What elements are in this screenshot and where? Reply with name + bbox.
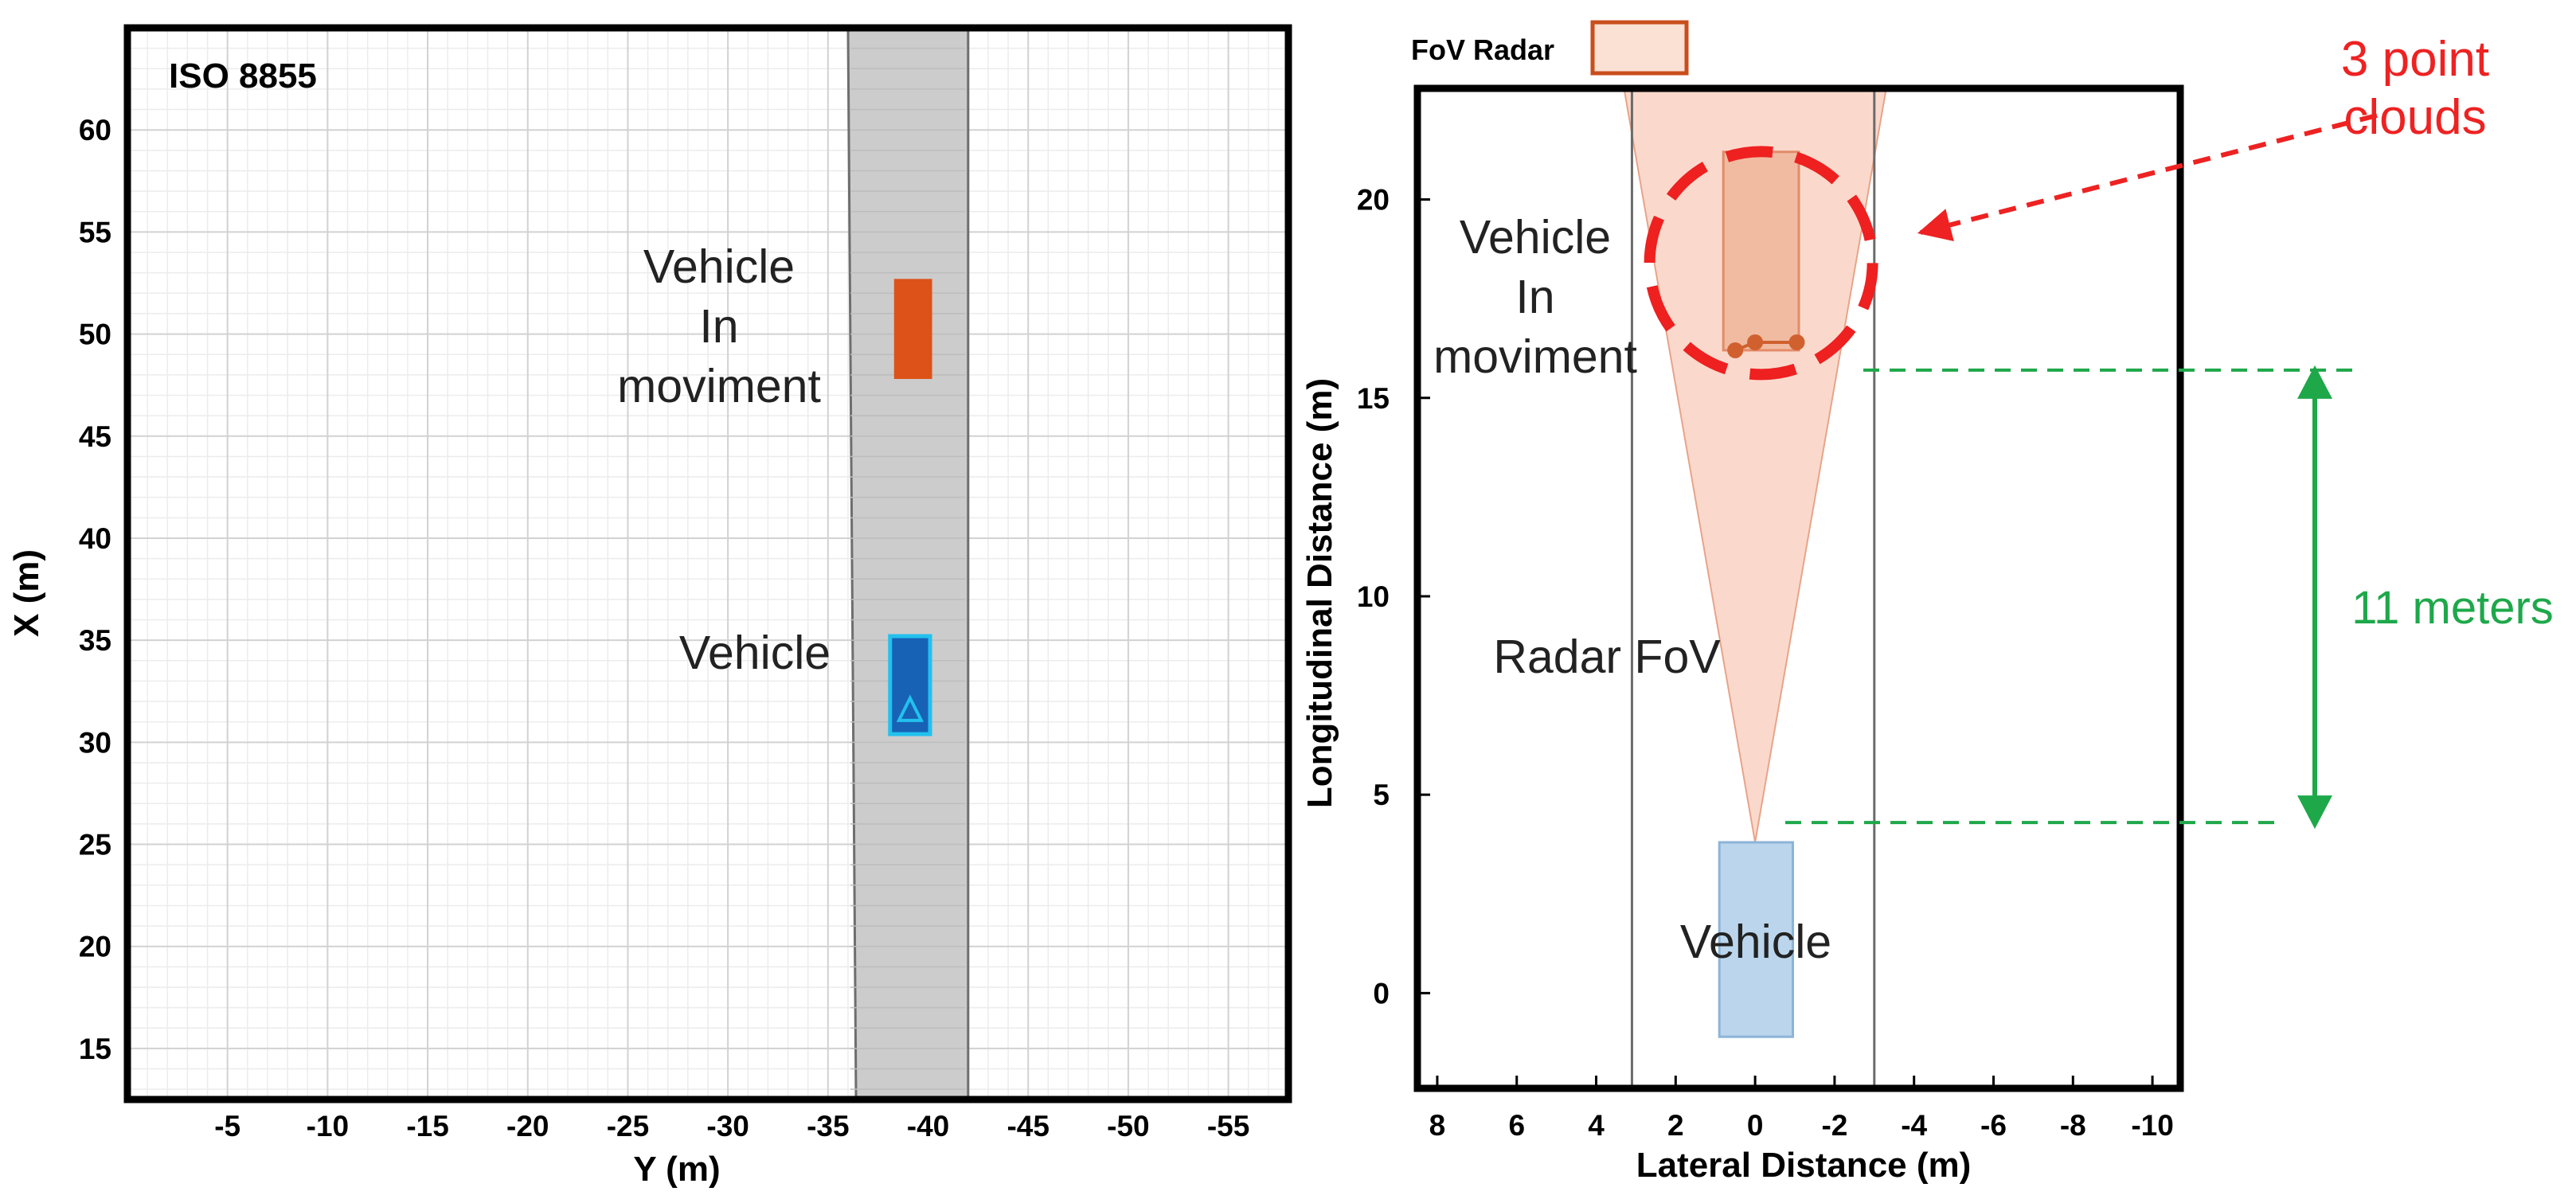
vehicle-in-movement-rect xyxy=(893,279,932,379)
right-y-tick-label: 15 xyxy=(1357,382,1390,415)
right-plot-frame xyxy=(1413,84,2184,1092)
target-vehicle-rect xyxy=(1722,150,1800,352)
left-y-tick-label: 25 xyxy=(79,829,111,861)
left-chart-panel: -5 -10 -15 -20 -25 -30 -35 -40 -45 -50 -55 15 20 25 3… xyxy=(7,24,1292,1189)
left-moving-vehicle-label-line2: In xyxy=(699,300,738,353)
right-y-tick-label: 5 xyxy=(1373,779,1390,811)
point-cloud-point xyxy=(1727,342,1744,358)
left-x-tick-label: -10 xyxy=(307,1110,349,1142)
left-moving-vehicle-label-line1: Vehicle xyxy=(643,240,795,293)
legend: FoV Radar xyxy=(1411,20,1689,76)
left-x-tick-label: -5 xyxy=(214,1110,240,1142)
right-x-tick-label: -8 xyxy=(2060,1109,2086,1142)
radar-fov-label: Radar FoV xyxy=(1493,631,1721,683)
distance-label: 11 meters xyxy=(2351,582,2554,634)
left-y-tick-label: 40 xyxy=(79,522,111,555)
left-objects xyxy=(888,279,932,736)
right-x-tick-label: 2 xyxy=(1667,1109,1684,1142)
left-y-tick-label: 45 xyxy=(79,420,111,453)
right-x-tick-label: -10 xyxy=(2131,1109,2173,1142)
left-ego-vehicle-label: Vehicle xyxy=(679,627,831,679)
left-x-tick-label: -40 xyxy=(907,1110,949,1142)
left-y-tick-labels: 15 20 25 30 35 40 45 50 55 60 xyxy=(79,114,111,1065)
right-y-tick-label: 20 xyxy=(1357,184,1390,217)
ego-vehicle-rect xyxy=(1718,841,1795,1038)
right-x-tick-label: -6 xyxy=(1980,1109,2007,1142)
left-x-tick-label: -35 xyxy=(807,1110,849,1142)
left-x-axis-label: Y (m) xyxy=(633,1150,720,1189)
left-x-tick-label: -50 xyxy=(1107,1110,1149,1142)
point-clouds-arrow xyxy=(1917,113,2378,241)
left-y-tick-label: 55 xyxy=(79,216,111,248)
right-x-tick-label: 0 xyxy=(1747,1109,1764,1142)
left-x-tick-label: -45 xyxy=(1007,1110,1049,1142)
left-x-tick-label: -55 xyxy=(1207,1110,1249,1142)
left-y-tick-label: 15 xyxy=(79,1033,111,1065)
left-y-tick-label: 20 xyxy=(79,931,111,963)
left-y-tick-label: 35 xyxy=(79,624,111,657)
road xyxy=(846,26,970,1101)
left-x-tick-labels: -5 -10 -15 -20 -25 -30 -35 -40 -45 -50 -55 xyxy=(214,1110,1249,1142)
right-y-axis-label: Longitudinal Distance (m) xyxy=(1300,378,1339,808)
right-x-tick-label: -4 xyxy=(1901,1109,1927,1142)
left-moving-vehicle-label-line3: moviment xyxy=(617,360,821,412)
left-y-tick-label: 50 xyxy=(79,318,111,351)
right-x-tick-label: 4 xyxy=(1588,1109,1605,1142)
legend-swatch xyxy=(1590,20,1689,76)
left-y-axis-label: X (m) xyxy=(7,549,46,637)
left-plot-frame xyxy=(123,24,1292,1103)
left-x-tick-label: -15 xyxy=(406,1110,448,1142)
right-ego-vehicle-label: Vehicle xyxy=(1680,916,1831,968)
right-x-tick-label: -2 xyxy=(1821,1109,1847,1142)
left-y-tick-label: 30 xyxy=(79,726,111,759)
right-moving-vehicle-label-line1: Vehicle xyxy=(1460,211,1611,264)
ego-heading-marker xyxy=(896,694,924,722)
left-chart-title: ISO 8855 xyxy=(169,57,317,96)
legend-label: FoV Radar xyxy=(1411,33,1554,66)
left-y-tick-label: 60 xyxy=(79,114,111,146)
right-moving-vehicle-label-line3: moviment xyxy=(1433,330,1637,383)
right-x-tick-labels: 8 6 4 2 0 -2 -4 -6 -8 -10 xyxy=(1429,1076,2174,1142)
right-x-tick-label: 6 xyxy=(1508,1109,1525,1142)
right-plot-content xyxy=(1623,88,1887,1088)
left-x-tick-label: -30 xyxy=(706,1110,749,1142)
road-surface xyxy=(846,26,970,1101)
left-x-tick-label: -25 xyxy=(607,1110,649,1142)
distance-arrow-head-down xyxy=(2297,795,2332,830)
right-moving-vehicle-label-line2: In xyxy=(1515,271,1554,323)
point-cloud-point xyxy=(1747,334,1764,350)
distance-arrow-head-up xyxy=(2297,365,2332,399)
ego-vehicle-rect xyxy=(888,634,932,736)
right-y-tick-label: 0 xyxy=(1373,977,1390,1010)
point-clouds-label-line1: 3 point xyxy=(2341,32,2489,87)
right-y-tick-labels: 0 5 10 15 20 xyxy=(1357,184,1430,1010)
right-x-tick-label: 8 xyxy=(1429,1109,1446,1142)
point-cloud-point xyxy=(1788,334,1805,350)
left-x-tick-label: -20 xyxy=(506,1110,549,1142)
point-cloud-highlight-circle xyxy=(1644,146,1878,381)
right-y-tick-label: 10 xyxy=(1357,580,1390,613)
right-x-axis-label: Lateral Distance (m) xyxy=(1636,1146,1972,1185)
